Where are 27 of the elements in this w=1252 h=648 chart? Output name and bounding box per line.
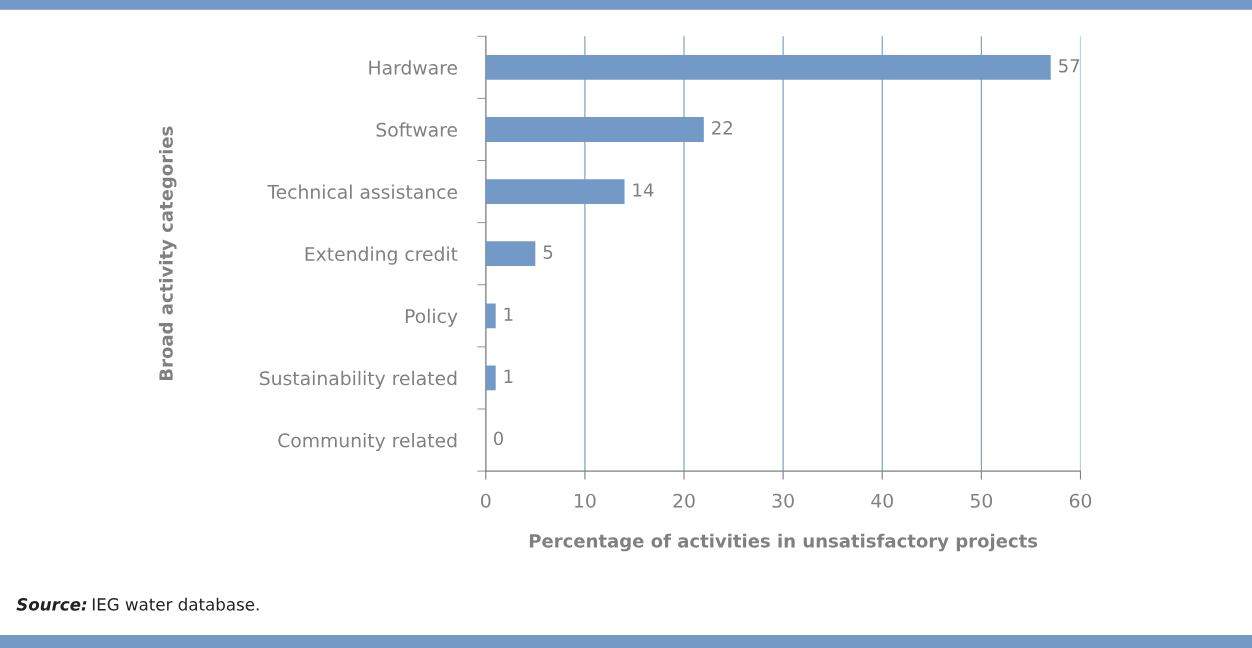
y-tick-label: Software (376, 122, 457, 137)
y-tick-label: Sustainability related (260, 370, 457, 389)
y-tick-label: Hardware (369, 60, 457, 75)
x-tick-label: 10 (575, 493, 596, 508)
data-label: 14 (633, 183, 654, 197)
x-tick-label: 50 (970, 493, 993, 508)
y-tick-label: Technical assistance (267, 184, 457, 199)
data-label: 57 (1059, 59, 1080, 73)
source-note: Source: IEG water database. (16, 597, 259, 611)
data-label: 5 (543, 245, 553, 259)
data-label: 1 (504, 369, 513, 383)
bar (485, 241, 536, 267)
data-label: 1 (504, 307, 513, 321)
y-tick-label: Extending credit (305, 246, 458, 265)
x-tick-label: 30 (772, 493, 794, 508)
bar (485, 303, 496, 329)
x-tick-label: 0 (481, 493, 491, 508)
bar (485, 365, 496, 391)
data-label: 0 (493, 431, 504, 446)
x-tick-label: 40 (871, 493, 893, 508)
y-tick-label: Community related (278, 432, 457, 452)
y-axis-title: Broad activity categories (158, 126, 177, 381)
x-tick-label: 20 (673, 493, 695, 508)
x-tick-label: 60 (1069, 493, 1092, 508)
data-label: 22 (712, 121, 732, 135)
y-tick-label: Policy (405, 308, 458, 327)
x-axis-title: Percentage of activities in unsatisfactory projects (529, 533, 1038, 552)
